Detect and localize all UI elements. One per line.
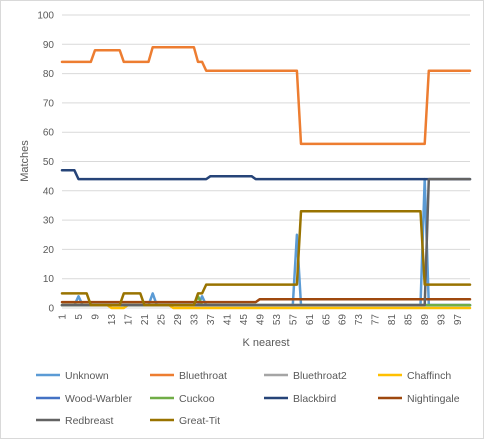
legend-label: Wood-Warbler (65, 393, 133, 405)
legend-item: Wood-Warbler (36, 393, 133, 405)
series-line-great-tit (60, 210, 472, 307)
legend-label: Blackbird (293, 393, 336, 405)
series-line-redbreast (60, 177, 472, 307)
x-tick-label: 53 (272, 314, 283, 326)
legend-item: Bluethroat (150, 370, 227, 382)
legend: Unknown Bluethroat Bluethroat2 Chaffinch Woo… (36, 370, 460, 427)
y-tick-label: 20 (43, 245, 55, 256)
x-tick-label: 81 (387, 314, 398, 326)
legend-item: Cuckoo (150, 393, 215, 405)
y-tick-label: 50 (43, 157, 55, 168)
x-tick-label: 13 (107, 314, 118, 326)
x-tick-label: 65 (321, 314, 332, 326)
x-tick-label: 37 (206, 314, 217, 326)
y-tick-label: 70 (43, 98, 55, 109)
series-lines (60, 45, 472, 310)
legend-label: Redbreast (65, 415, 114, 427)
x-axis-title: K nearest (242, 337, 289, 349)
x-tick-label: 93 (437, 314, 448, 326)
x-tick-label: 45 (239, 314, 250, 326)
legend-label: Bluethroat2 (293, 370, 347, 382)
x-tick-label: 9 (90, 314, 101, 320)
x-tick-label: 25 (156, 314, 167, 326)
x-tick-label: 1 (58, 314, 69, 320)
x-tick-label: 49 (255, 314, 266, 326)
x-tick-label: 57 (288, 314, 299, 326)
legend-item: Nightingale (378, 393, 460, 405)
x-tick-label: 85 (404, 314, 415, 326)
legend-item: Redbreast (36, 415, 114, 427)
x-tick-label: 5 (74, 314, 85, 320)
legend-item: Bluethroat2 (264, 370, 347, 382)
y-tick-label: 0 (48, 304, 54, 315)
x-tick-label: 21 (140, 314, 151, 326)
y-axis-title: Matches (19, 140, 31, 182)
y-tick-label: 100 (37, 11, 54, 22)
x-tick-label: 29 (173, 314, 184, 326)
x-tick-label: 77 (371, 314, 382, 326)
legend-label: Great-Tit (179, 415, 220, 427)
y-tick-label: 60 (43, 128, 55, 139)
x-tick-label: 33 (189, 314, 200, 326)
x-tick-label: 69 (338, 314, 349, 326)
x-tick-label: 73 (354, 314, 365, 326)
series-line-bluethroat (60, 45, 472, 146)
y-axis-ticks: 0 10 20 30 40 50 60 70 80 90 100 (37, 11, 54, 315)
x-tick-label: 61 (305, 314, 316, 326)
x-tick-label: 89 (420, 314, 431, 326)
legend-item: Blackbird (264, 393, 336, 405)
legend-item: Unknown (36, 370, 109, 382)
legend-label: Bluethroat (179, 370, 227, 382)
legend-label: Unknown (65, 370, 109, 382)
y-tick-label: 10 (43, 274, 55, 285)
legend-item: Great-Tit (150, 415, 220, 427)
y-tick-label: 30 (43, 216, 55, 227)
series-line-nightingale (60, 297, 472, 304)
y-tick-label: 40 (43, 186, 55, 197)
x-tick-label: 41 (222, 314, 233, 326)
legend-label: Cuckoo (179, 393, 215, 405)
y-tick-label: 80 (43, 69, 55, 80)
legend-label: Chaffinch (407, 370, 451, 382)
x-axis-ticks: 1 5 9 13 17 21 25 29 33 37 41 45 49 53 57 61 65 69 73 77 81 8… (58, 314, 465, 326)
y-tick-label: 90 (43, 40, 55, 51)
legend-item: Chaffinch (378, 370, 451, 382)
legend-label: Nightingale (407, 393, 460, 405)
x-tick-label: 97 (453, 314, 464, 326)
series-line-blackbird (60, 169, 472, 181)
x-tick-label: 17 (123, 314, 134, 326)
